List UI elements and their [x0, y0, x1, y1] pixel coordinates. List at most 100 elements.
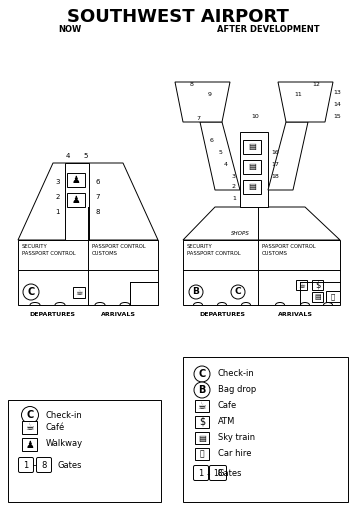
Bar: [65, 163, 89, 240]
Text: 6: 6: [95, 179, 99, 185]
Text: $: $: [199, 417, 205, 427]
Text: 1: 1: [232, 196, 236, 201]
Text: Gates: Gates: [218, 470, 242, 479]
Polygon shape: [183, 207, 340, 240]
Text: 5: 5: [84, 153, 88, 159]
Text: 17: 17: [271, 161, 279, 166]
Bar: [195, 416, 209, 428]
Text: SHOPS: SHOPS: [230, 231, 250, 236]
Polygon shape: [278, 82, 333, 122]
Bar: [8, 400, 161, 502]
Text: B: B: [192, 288, 200, 296]
Circle shape: [194, 366, 210, 382]
Text: 14: 14: [333, 101, 341, 106]
Text: PASSPORT CONTROL
CUSTOMS: PASSPORT CONTROL CUSTOMS: [262, 244, 316, 255]
Bar: [22, 421, 37, 434]
Text: $: $: [315, 281, 320, 289]
FancyBboxPatch shape: [37, 458, 51, 473]
Text: 11: 11: [294, 92, 302, 96]
Polygon shape: [88, 282, 158, 305]
Text: 8: 8: [95, 209, 99, 215]
Text: 🚗: 🚗: [331, 293, 335, 300]
Text: C: C: [26, 410, 34, 420]
Text: Sky train: Sky train: [218, 434, 255, 442]
Polygon shape: [175, 82, 230, 122]
Text: ▤: ▤: [248, 162, 256, 172]
Text: 6: 6: [210, 138, 214, 142]
Bar: [195, 400, 209, 412]
Text: 7: 7: [95, 194, 99, 200]
Text: 10: 10: [251, 115, 259, 119]
Text: -: -: [32, 460, 36, 470]
Circle shape: [189, 285, 203, 299]
Text: 3: 3: [55, 179, 60, 185]
Polygon shape: [200, 122, 240, 190]
Text: 16: 16: [271, 150, 279, 155]
Bar: [240, 132, 268, 207]
Text: 4: 4: [224, 161, 228, 166]
Text: Check-in: Check-in: [218, 370, 255, 378]
FancyBboxPatch shape: [209, 465, 226, 480]
Text: PASSPORT CONTROL
CUSTOMS: PASSPORT CONTROL CUSTOMS: [92, 244, 146, 255]
Text: ARRIVALS: ARRIVALS: [278, 312, 312, 317]
Text: Car hire: Car hire: [218, 450, 251, 459]
Text: 8: 8: [190, 82, 194, 88]
Text: 🚗: 🚗: [200, 450, 204, 459]
Bar: [67, 173, 85, 187]
Text: 1: 1: [23, 460, 29, 470]
Text: 1: 1: [198, 468, 204, 478]
Bar: [183, 240, 340, 305]
Text: 15: 15: [333, 114, 341, 118]
Text: 12: 12: [312, 82, 320, 88]
Text: SOUTHWEST AIRPORT: SOUTHWEST AIRPORT: [67, 8, 288, 26]
Text: ▤: ▤: [248, 182, 256, 191]
Text: ATM: ATM: [218, 417, 235, 426]
Text: 2: 2: [232, 184, 236, 189]
Text: ♟: ♟: [72, 195, 80, 205]
Text: -: -: [206, 469, 210, 479]
Text: DEPARTURES: DEPARTURES: [199, 312, 245, 317]
Text: Bag drop: Bag drop: [218, 386, 256, 395]
Text: SECURITY
PASSPORT CONTROL: SECURITY PASSPORT CONTROL: [22, 244, 76, 255]
Text: AFTER DEVELOPMENT: AFTER DEVELOPMENT: [217, 25, 319, 34]
Bar: [73, 287, 85, 298]
Text: ♟: ♟: [72, 175, 80, 185]
Bar: [195, 432, 209, 444]
Bar: [296, 280, 307, 290]
Text: ☕: ☕: [198, 401, 206, 411]
Text: 7: 7: [196, 117, 200, 121]
Text: C: C: [235, 288, 241, 296]
Bar: [326, 291, 340, 302]
Text: ▤: ▤: [198, 434, 206, 442]
Text: 18: 18: [213, 468, 223, 478]
Text: ▤: ▤: [248, 142, 256, 152]
Text: ♟: ♟: [25, 439, 34, 450]
Bar: [243, 140, 261, 154]
Bar: [22, 438, 37, 451]
Text: SECURITY
PASSPORT CONTROL: SECURITY PASSPORT CONTROL: [187, 244, 241, 255]
Bar: [243, 180, 261, 194]
Circle shape: [22, 407, 38, 423]
Polygon shape: [268, 122, 308, 190]
Circle shape: [194, 382, 210, 398]
Text: 3: 3: [232, 174, 236, 179]
Bar: [312, 280, 323, 290]
Bar: [183, 357, 348, 502]
FancyBboxPatch shape: [193, 465, 208, 480]
Bar: [195, 448, 209, 460]
Text: 1: 1: [55, 209, 60, 215]
Text: Gates: Gates: [57, 460, 82, 470]
Circle shape: [23, 284, 39, 300]
Text: 18: 18: [271, 174, 279, 179]
Text: Check-in: Check-in: [46, 411, 83, 419]
Text: 4: 4: [66, 153, 70, 159]
Text: Café: Café: [46, 422, 65, 432]
Text: 13: 13: [333, 90, 341, 95]
Text: B: B: [198, 385, 206, 395]
Circle shape: [231, 285, 245, 299]
Text: ☕: ☕: [75, 288, 83, 297]
Text: 5: 5: [218, 150, 222, 155]
Text: C: C: [27, 287, 35, 297]
Text: ARRIVALS: ARRIVALS: [100, 312, 136, 317]
Text: NOW: NOW: [58, 25, 82, 34]
